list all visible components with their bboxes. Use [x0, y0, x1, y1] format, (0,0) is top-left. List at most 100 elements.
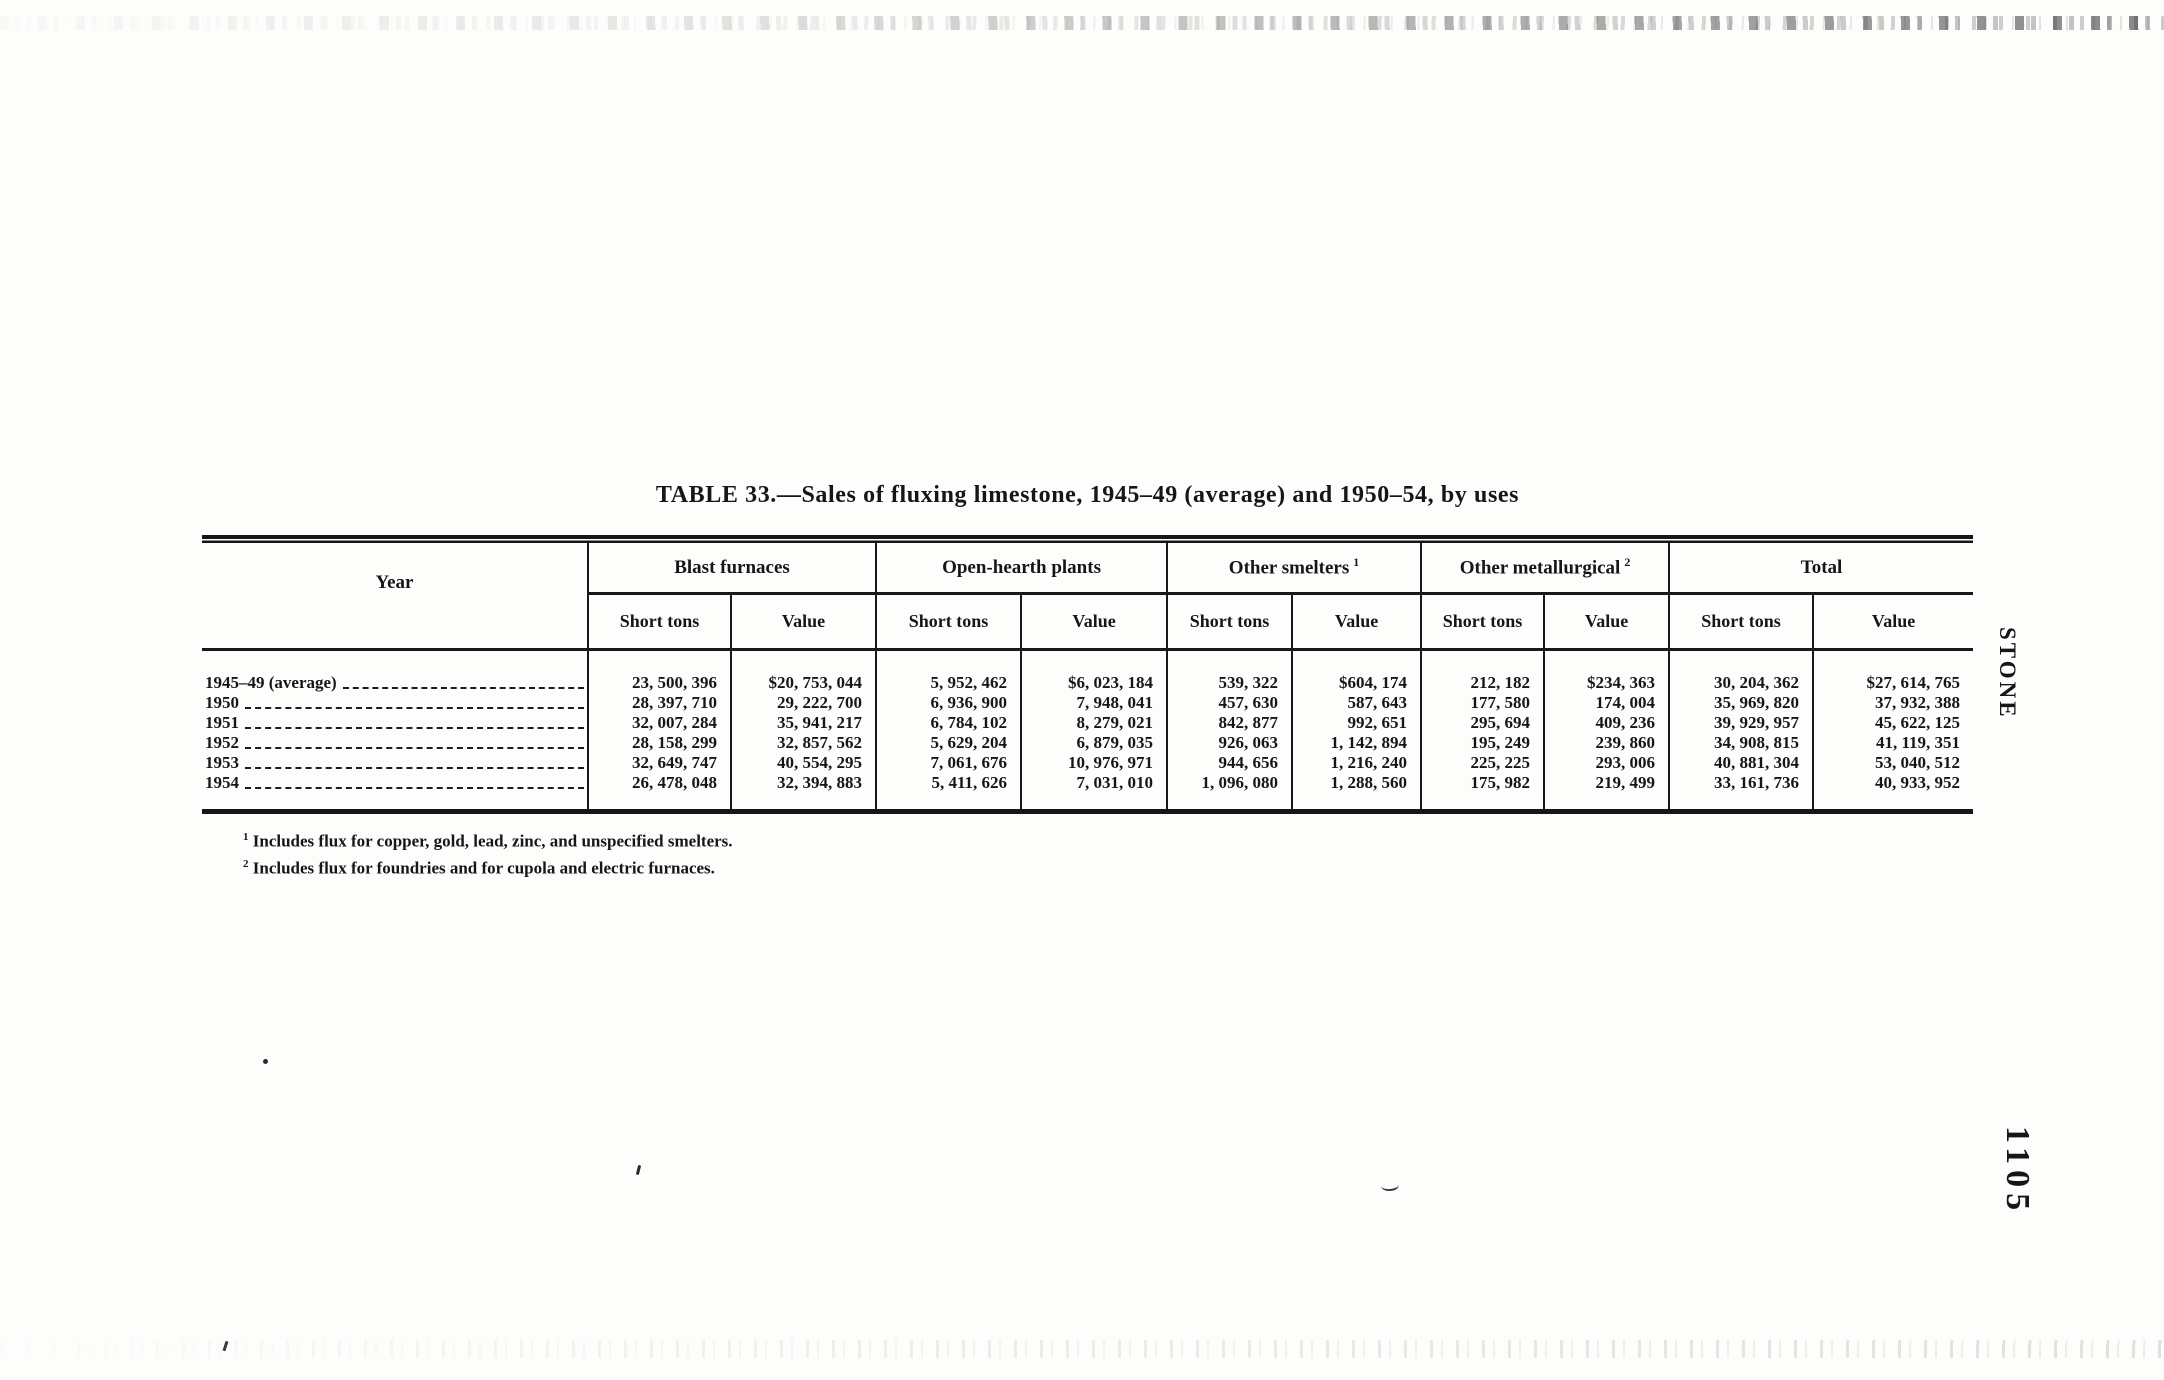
subheader-short-tons: Short tons	[587, 593, 731, 651]
footnote-marker: 1	[243, 831, 249, 843]
year-cell: 1951	[202, 713, 588, 733]
scan-artifact-squiggle	[1380, 1179, 1400, 1192]
scan-artifact-mark	[635, 1164, 642, 1176]
value-cell: 1, 216, 240	[1291, 753, 1422, 773]
subheader-value: Value	[1020, 593, 1168, 651]
subheader-value: Value	[729, 593, 877, 651]
dot-leader	[245, 767, 584, 769]
value-cell: 7, 061, 676	[875, 753, 1022, 773]
footnote-text: Includes flux for foundries and for cupo…	[248, 858, 715, 878]
value-cell: 41, 119, 351	[1812, 733, 1974, 753]
value-cell: 219, 499	[1543, 773, 1670, 812]
year-cell: 1954	[202, 773, 588, 812]
value-cell: 6, 879, 035	[1020, 733, 1168, 753]
subheader-value: Value	[1291, 593, 1422, 651]
page-number: 1105	[1999, 1126, 2036, 1217]
year-label: 1952	[205, 733, 239, 752]
footnote-reference: 2	[1624, 555, 1631, 570]
table-row: 1951 32, 007, 284 35, 941, 217 6, 784, 102 8…	[202, 713, 1974, 733]
table-row: 1945–49 (average) 23, 500, 396 $20, 753, 0…	[202, 649, 1974, 693]
dot-leader	[245, 787, 584, 789]
footnotes: 1 Includes flux for copper, gold, lead, …	[243, 826, 733, 879]
value-cell: 10, 976, 971	[1020, 753, 1168, 773]
subheader-short-tons: Short tons	[1166, 593, 1293, 651]
subheader-value: Value	[1543, 593, 1670, 651]
value-cell: $27, 614, 765	[1812, 649, 1974, 693]
value-cell: 28, 158, 299	[587, 733, 731, 753]
value-cell: 26, 478, 048	[587, 773, 731, 812]
value-cell: $6, 023, 184	[1020, 649, 1168, 693]
table-title: TABLE 33.—Sales of fluxing limestone, 19…	[655, 482, 1520, 508]
scan-artifact-slash	[222, 1340, 228, 1352]
table-row: 1950 28, 397, 710 29, 222, 700 6, 936, 900 7…	[202, 693, 1974, 713]
column-group-header: Other metallurgical 2	[1420, 543, 1670, 595]
value-cell: $234, 363	[1543, 649, 1670, 693]
column-group-label: Open-hearth plants	[942, 556, 1101, 578]
value-cell: 35, 941, 217	[729, 713, 877, 733]
value-cell: 30, 204, 362	[1668, 649, 1814, 693]
scan-noise-bottom-band	[0, 1340, 2164, 1358]
value-cell: 175, 982	[1420, 773, 1545, 812]
value-cell: 842, 877	[1166, 713, 1293, 733]
value-cell: 6, 936, 900	[875, 693, 1022, 713]
value-cell: 40, 881, 304	[1668, 753, 1814, 773]
value-cell: 34, 908, 815	[1668, 733, 1814, 753]
value-cell: 40, 554, 295	[729, 753, 877, 773]
value-cell: 587, 643	[1291, 693, 1422, 713]
running-head: STONE	[1995, 627, 2020, 720]
subheader-row: Short tons Value Short tons Value Short tons…	[202, 593, 1974, 651]
year-cell: 1952	[202, 733, 588, 753]
value-cell: 32, 649, 747	[587, 753, 731, 773]
value-cell: 457, 630	[1166, 693, 1293, 713]
scan-artifact-dot	[263, 1059, 268, 1064]
value-cell: 239, 860	[1543, 733, 1670, 753]
value-cell: 32, 857, 562	[729, 733, 877, 753]
table-container: Year Blast furnaces Open-hearth plants Oth…	[202, 535, 1974, 814]
value-cell: 1, 142, 894	[1291, 733, 1422, 753]
year-label: 1945–49 (average)	[205, 673, 337, 692]
value-cell: 177, 580	[1420, 693, 1545, 713]
table-row: 1954 26, 478, 048 32, 394, 883 5, 411, 626 7…	[202, 773, 1974, 812]
footnote: 1 Includes flux for copper, gold, lead, …	[243, 826, 733, 853]
fluxing-limestone-table: Year Blast furnaces Open-hearth plants Oth…	[202, 543, 1974, 814]
year-label: 1950	[205, 693, 239, 712]
value-cell: 195, 249	[1420, 733, 1545, 753]
dot-leader	[245, 727, 584, 729]
footnote: 2 Includes flux for foundries and for cu…	[243, 853, 733, 880]
value-cell: 7, 948, 041	[1020, 693, 1168, 713]
value-cell: 1, 096, 080	[1166, 773, 1293, 812]
value-cell: $604, 174	[1291, 649, 1422, 693]
value-cell: 944, 656	[1166, 753, 1293, 773]
subheader-short-tons: Short tons	[1668, 593, 1814, 651]
value-cell: 5, 952, 462	[875, 649, 1022, 693]
value-cell: 212, 182	[1420, 649, 1545, 693]
year-column-header: Year	[202, 543, 588, 651]
column-group-header: Blast furnaces	[586, 543, 877, 595]
value-cell: 33, 161, 736	[1668, 773, 1814, 812]
value-cell: 225, 225	[1420, 753, 1545, 773]
value-cell: $20, 753, 044	[729, 649, 877, 693]
value-cell: 295, 694	[1420, 713, 1545, 733]
year-cell: 1950	[202, 693, 588, 713]
value-cell: 40, 933, 952	[1812, 773, 1974, 812]
value-cell: 28, 397, 710	[587, 693, 731, 713]
value-cell: 37, 932, 388	[1812, 693, 1974, 713]
value-cell: 32, 007, 284	[587, 713, 731, 733]
value-cell: 409, 236	[1543, 713, 1670, 733]
footnote-marker: 2	[243, 857, 249, 870]
table-header: Year Blast furnaces Open-hearth plants Oth…	[202, 543, 1974, 651]
value-cell: 7, 031, 010	[1020, 773, 1168, 812]
dot-leader	[245, 747, 584, 749]
dot-leader	[245, 707, 584, 709]
scan-noise-top-band	[0, 16, 2164, 30]
footnote-reference: 1	[1353, 555, 1360, 570]
column-group-label: Other smelters	[1228, 557, 1350, 579]
column-group-label: Total	[1800, 556, 1843, 578]
value-cell: 29, 222, 700	[729, 693, 877, 713]
value-cell: 23, 500, 396	[587, 649, 731, 693]
column-group-header: Total	[1668, 543, 1974, 595]
year-label: 1953	[205, 753, 239, 772]
value-cell: 6, 784, 102	[875, 713, 1022, 733]
value-cell: 39, 929, 957	[1668, 713, 1814, 733]
dot-leader	[342, 687, 584, 689]
